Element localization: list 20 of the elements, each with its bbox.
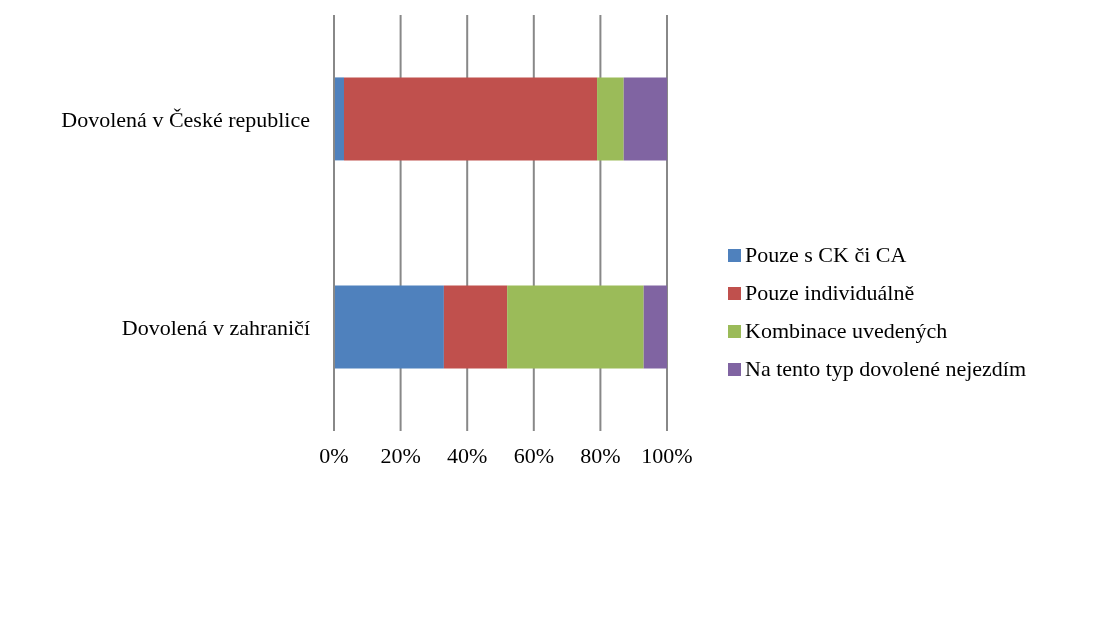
bar	[597, 77, 624, 161]
x-tick-label: 60%	[513, 442, 554, 468]
y-tick-label: Dovolená v České republice	[61, 106, 310, 132]
y-tick-label: Dovolená v zahraničí	[121, 314, 310, 340]
bar	[334, 285, 444, 369]
legend-label: Pouze individuálně	[745, 280, 915, 306]
bar	[507, 285, 644, 369]
x-tick-label: 100%	[641, 442, 693, 468]
bar	[643, 285, 667, 369]
x-tick-label: 0%	[319, 442, 349, 468]
x-tick-label: 40%	[447, 442, 488, 468]
x-tick-label: 80%	[580, 442, 621, 468]
bar	[334, 77, 344, 161]
bar	[343, 77, 598, 161]
x-tick-label: 20%	[380, 442, 421, 468]
bar	[443, 285, 508, 369]
bar	[623, 77, 667, 161]
legend-label: Kombinace uvedených	[745, 318, 948, 344]
legend-label: Na tento typ dovolené nejezdím	[745, 356, 1027, 382]
legend-label: Pouze s CK či CA	[745, 242, 907, 268]
